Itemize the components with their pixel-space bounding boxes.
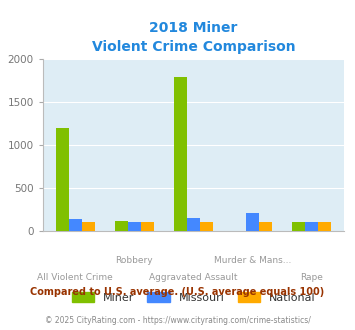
Bar xyxy=(246,213,259,231)
Bar xyxy=(141,222,154,231)
Text: Murder & Mans...: Murder & Mans... xyxy=(214,256,291,265)
Bar xyxy=(305,221,318,231)
Text: All Violent Crime: All Violent Crime xyxy=(37,273,113,282)
Bar xyxy=(128,222,141,231)
Text: Robbery: Robbery xyxy=(115,256,153,265)
Bar xyxy=(69,219,82,231)
Bar xyxy=(200,222,213,231)
Text: © 2025 CityRating.com - https://www.cityrating.com/crime-statistics/: © 2025 CityRating.com - https://www.city… xyxy=(45,315,310,325)
Bar xyxy=(56,128,69,231)
Text: Aggravated Assault: Aggravated Assault xyxy=(149,273,238,282)
Bar xyxy=(187,218,200,231)
Legend: Miner, Missouri, National: Miner, Missouri, National xyxy=(67,288,320,308)
Text: Rape: Rape xyxy=(300,273,323,282)
Bar xyxy=(82,222,95,231)
Title: 2018 Miner
Violent Crime Comparison: 2018 Miner Violent Crime Comparison xyxy=(92,20,295,54)
Bar xyxy=(259,222,272,231)
Bar xyxy=(318,222,331,231)
Bar xyxy=(174,77,187,231)
Text: Compared to U.S. average. (U.S. average equals 100): Compared to U.S. average. (U.S. average … xyxy=(31,287,324,297)
Bar xyxy=(292,222,305,231)
Bar xyxy=(115,221,128,231)
